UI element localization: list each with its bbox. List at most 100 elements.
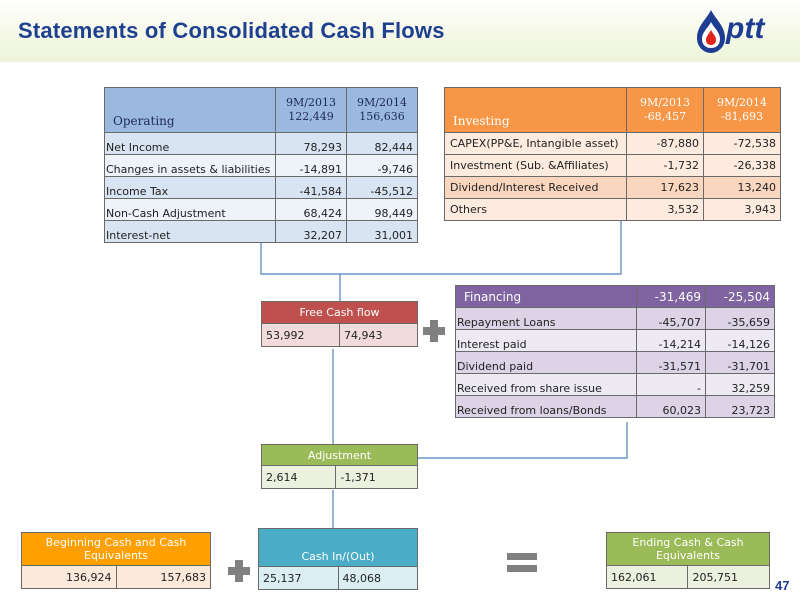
- row-label: Interest paid: [455, 329, 637, 352]
- cash-in-out-box: Cash In/(Out) 25,137 48,068: [258, 528, 418, 590]
- financing-label: Financing: [455, 285, 637, 308]
- free-cash-flow-2013: 53,992: [261, 323, 340, 347]
- row-value-2013: 3,532: [626, 198, 704, 221]
- row-label: Dividend paid: [455, 351, 637, 374]
- row-label: Income Tax: [104, 176, 276, 199]
- financing-total-2014: -25,504: [705, 285, 775, 308]
- row-value-2013: 60,023: [636, 395, 706, 418]
- row-value-2014: -72,538: [703, 132, 781, 155]
- table-row: Investment (Sub. &Affiliates) -1,732 -26,3…: [444, 154, 781, 177]
- row-label: Net Income: [104, 132, 276, 155]
- row-label: Repayment Loans: [455, 307, 637, 330]
- row-label: Non-Cash Adjustment: [104, 198, 276, 221]
- table-row: Interest-net 32,207 31,001: [104, 220, 418, 243]
- beginning-cash-box: Beginning Cash and Cash Equivalents 136,9…: [21, 532, 211, 589]
- row-value-2014: 23,723: [705, 395, 775, 418]
- operating-label: Operating: [104, 87, 276, 133]
- row-value-2014: 82,444: [346, 132, 418, 155]
- row-value-2014: 98,449: [346, 198, 418, 221]
- row-value-2014: 3,943: [703, 198, 781, 221]
- ending-cash-2013: 162,061: [605, 565, 689, 589]
- row-value-2013: 32,207: [275, 220, 347, 243]
- row-value-2014: -31,701: [705, 351, 775, 374]
- plus-icon: [423, 320, 445, 342]
- row-value-2013: -14,214: [636, 329, 706, 352]
- investing-col1-total: -68,457: [643, 110, 687, 123]
- page-number: 47: [775, 578, 790, 593]
- row-value-2014: -9,746: [346, 154, 418, 177]
- row-label: Received from loans/Bonds: [455, 395, 637, 418]
- row-label: Dividend/Interest Received: [444, 176, 627, 199]
- operating-col1-period: 9M/2013: [286, 96, 336, 109]
- table-row: Net Income 78,293 82,444: [104, 132, 418, 155]
- row-label: Changes in assets & liabilities: [104, 154, 276, 177]
- row-value-2013: 68,424: [275, 198, 347, 221]
- adjustment-2013: 2,614: [260, 465, 337, 489]
- ending-cash-2014: 205,751: [687, 565, 770, 589]
- page-title: Statements of Consolidated Cash Flows: [18, 18, 445, 43]
- beginning-cash-label-line1: Beginning Cash and Cash: [45, 536, 187, 549]
- ending-cash-label-line2: Equivalents: [655, 549, 721, 562]
- row-label: Investment (Sub. &Affiliates): [444, 154, 627, 177]
- table-row: Dividend/Interest Received 17,623 13,240: [444, 176, 781, 199]
- table-row: Interest paid -14,214 -14,126: [455, 329, 775, 352]
- adjustment-label: Adjustment: [261, 444, 418, 466]
- row-label: Interest-net: [104, 220, 276, 243]
- beginning-cash-2013: 136,924: [21, 565, 117, 589]
- equals-icon: [507, 553, 537, 572]
- row-value-2014: -35,659: [705, 307, 775, 330]
- row-value-2013: -87,880: [626, 132, 704, 155]
- table-row: Changes in assets & liabilities -14,891 -9…: [104, 154, 418, 177]
- cash-in-out-2013: 25,137: [258, 566, 339, 590]
- row-value-2013: -14,891: [275, 154, 347, 177]
- operating-col2-total: 156,636: [359, 110, 405, 123]
- financing-table: Financing -31,469 -25,504 Repayment Loan…: [455, 285, 775, 418]
- plus-icon: [228, 560, 250, 582]
- row-value-2014: -26,338: [703, 154, 781, 177]
- adjustment-box: Adjustment 2,614 -1,371: [260, 444, 418, 489]
- table-row: Received from share issue -32,259: [455, 373, 775, 396]
- row-value-2013: -41,584: [275, 176, 347, 199]
- ptt-logo: ptt: [694, 8, 794, 56]
- ptt-flame-logo-icon: [697, 10, 725, 53]
- investing-col2-total: -81,693: [720, 110, 764, 123]
- cash-in-out-2014: 48,068: [337, 566, 418, 590]
- table-row: Dividend paid -31,571 -31,701: [455, 351, 775, 374]
- operating-col2-period: 9M/2014: [357, 96, 407, 109]
- table-row: Income Tax -41,584 -45,512: [104, 176, 418, 199]
- row-label: CAPEX(PP&E, Intangible asset): [444, 132, 627, 155]
- row-value-2013: 17,623: [626, 176, 704, 199]
- free-cash-flow-box: Free Cash flow 53,992 74,943: [261, 301, 418, 347]
- financing-total-2013: -31,469: [636, 285, 706, 308]
- row-value-2013: -45,707: [636, 307, 706, 330]
- table-row: Others 3,532 3,943: [444, 198, 781, 221]
- row-label: Others: [444, 198, 627, 221]
- investing-col1-period: 9M/2013: [640, 96, 690, 109]
- investing-table: Investing 9M/2013 -68,457 9M/2014 -81,693 …: [444, 87, 781, 221]
- row-value-2014: 31,001: [346, 220, 418, 243]
- row-value-2014: -14,126: [705, 329, 775, 352]
- row-value-2014: 32,259: [705, 373, 775, 396]
- row-value-2013: -31,571: [636, 351, 706, 374]
- table-row: Received from loans/Bonds 60,023 23,723: [455, 395, 775, 418]
- table-row: Non-Cash Adjustment 68,424 98,449: [104, 198, 418, 221]
- row-label: Received from share issue: [455, 373, 637, 396]
- operating-table: Operating 9M/2013 122,449 9M/2014 156,636 …: [104, 87, 418, 243]
- adjustment-2014: -1,371: [335, 465, 418, 489]
- beginning-cash-label-line2: Equivalents: [83, 549, 149, 562]
- row-value-2013: 78,293: [275, 132, 347, 155]
- investing-col2-period: 9M/2014: [717, 96, 767, 109]
- free-cash-flow-label: Free Cash flow: [261, 301, 418, 324]
- investing-label: Investing: [444, 87, 627, 133]
- operating-col1-total: 122,449: [288, 110, 334, 123]
- table-row: CAPEX(PP&E, Intangible asset) -87,880 -72,…: [444, 132, 781, 155]
- ending-cash-box: Ending Cash & Cash Equivalents 162,061 205…: [605, 532, 770, 589]
- row-value-2013: -1,732: [626, 154, 704, 177]
- row-value-2013: -: [636, 373, 706, 396]
- header-band: [0, 0, 800, 62]
- cash-in-out-label: Cash In/(Out): [258, 528, 418, 567]
- beginning-cash-2014: 157,683: [115, 565, 211, 589]
- row-value-2014: 13,240: [703, 176, 781, 199]
- row-value-2014: -45,512: [346, 176, 418, 199]
- ending-cash-label-line1: Ending Cash & Cash: [632, 536, 744, 549]
